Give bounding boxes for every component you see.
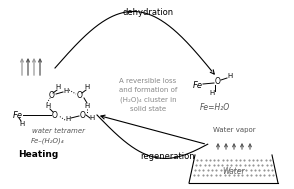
Text: Fe=H₂O: Fe=H₂O [200, 103, 230, 112]
Text: O: O [80, 111, 86, 119]
Text: O: O [52, 111, 58, 119]
Text: H: H [64, 88, 69, 94]
Text: Fe: Fe [193, 81, 203, 90]
Text: H: H [209, 90, 215, 96]
Text: H: H [84, 103, 90, 109]
Text: H: H [19, 121, 25, 127]
Text: H: H [89, 115, 95, 121]
Text: water tetramer: water tetramer [31, 128, 84, 134]
Text: H: H [65, 116, 71, 122]
Text: O: O [215, 77, 221, 87]
Text: regeneration: regeneration [141, 152, 195, 161]
Text: H: H [84, 84, 90, 90]
Text: H: H [55, 84, 61, 90]
Text: H: H [227, 73, 233, 79]
Text: H: H [45, 103, 51, 109]
Text: O: O [49, 91, 55, 99]
Text: A reversible loss
and formation of
(H₂O)₄ cluster in
solid state: A reversible loss and formation of (H₂O)… [119, 78, 177, 112]
Text: dehydration: dehydration [122, 8, 173, 17]
Text: Water: Water [223, 167, 245, 177]
Text: O: O [77, 91, 83, 99]
Text: Water vapor: Water vapor [213, 127, 255, 133]
Text: Heating: Heating [18, 150, 58, 159]
Text: Fe–(H₂O)₄: Fe–(H₂O)₄ [31, 138, 65, 145]
Text: Fe: Fe [13, 111, 23, 119]
